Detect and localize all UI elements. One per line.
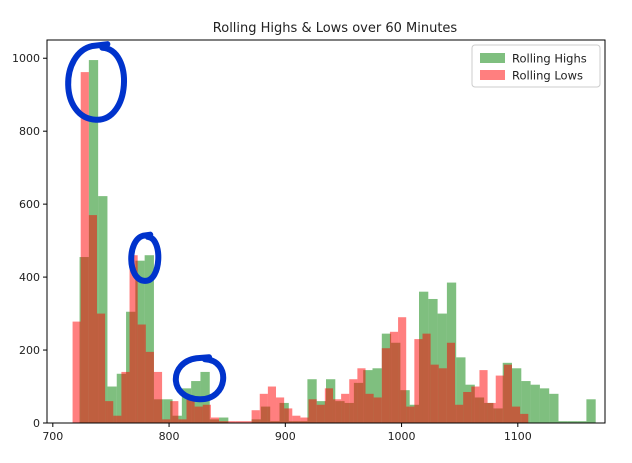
bar-series-2-16 xyxy=(202,404,211,423)
y-tick-label-4: 800 xyxy=(19,125,40,138)
bar-series-2-38 xyxy=(381,348,390,423)
bars-layer xyxy=(72,60,596,424)
bar-series-2-49 xyxy=(471,386,480,423)
legend-label-2: Rolling Lows xyxy=(512,69,583,83)
bar-series-2-46 xyxy=(446,342,456,423)
plot-frame xyxy=(46,39,606,424)
bar-series-2-1 xyxy=(80,72,89,423)
bar-series-1-48 xyxy=(549,393,559,423)
bar-series-2-29 xyxy=(308,399,317,423)
x-tick-label-3: 1000 xyxy=(388,430,416,443)
bar-series-2-27 xyxy=(292,415,301,423)
bar-series-2-39 xyxy=(389,331,399,423)
bar-series-1-52 xyxy=(586,399,596,423)
x-tick-label-0: 700 xyxy=(42,430,63,443)
bar-series-1-44 xyxy=(512,368,522,423)
bar-series-2-2 xyxy=(88,215,97,423)
bar-series-2-30 xyxy=(316,404,325,423)
bar-series-2-24 xyxy=(267,386,277,423)
x-tick-label-4: 1100 xyxy=(504,430,532,443)
y-tick-label-1: 200 xyxy=(19,344,40,357)
bar-series-2-15 xyxy=(194,406,203,423)
bar-series-2-53 xyxy=(503,364,512,423)
bar-series-1-15 xyxy=(219,417,229,423)
y-tick-label-0: 0 xyxy=(33,417,40,430)
bar-series-2-26 xyxy=(284,408,293,423)
y-tick-label-3: 600 xyxy=(19,198,40,211)
bar-series-2-31 xyxy=(324,388,333,423)
bar-series-2-42 xyxy=(414,339,423,423)
bar-series-2-19 xyxy=(227,421,236,423)
annotation-layer xyxy=(65,41,227,403)
y-tick-label-2: 400 xyxy=(19,271,40,284)
bar-series-2-0 xyxy=(72,321,81,423)
bar-series-2-52 xyxy=(495,375,504,423)
bar-series-2-6 xyxy=(121,371,130,423)
bar-series-2-50 xyxy=(479,370,488,423)
bar-series-2-43 xyxy=(422,333,431,423)
bar-series-2-28 xyxy=(300,417,309,423)
bar-series-1-45 xyxy=(521,381,531,423)
bar-series-2-17 xyxy=(210,417,220,423)
bar-series-2-18 xyxy=(219,421,228,423)
bar-series-2-11 xyxy=(162,419,171,423)
bar-series-1-47 xyxy=(539,388,550,423)
bar-series-2-25 xyxy=(276,397,285,423)
axes-layer: 700 800 900 1000 1100 0 200 400 600 800 1000 xyxy=(12,39,606,443)
bar-series-2-21 xyxy=(243,421,252,423)
bar-series-1-2 xyxy=(98,196,108,423)
bar-series-1-49 xyxy=(558,421,568,423)
x-tick-label-2: 900 xyxy=(275,430,296,443)
bar-series-2-13 xyxy=(178,419,187,423)
bar-series-2-34 xyxy=(349,379,358,423)
bar-series-2-51 xyxy=(487,402,496,423)
bar-series-1-29 xyxy=(372,368,382,423)
bar-series-2-10 xyxy=(153,371,163,423)
bar-series-2-48 xyxy=(463,391,472,423)
bar-series-2-44 xyxy=(430,364,439,423)
bar-series-2-12 xyxy=(170,401,179,423)
bar-series-2-8 xyxy=(137,324,146,423)
bar-series-2-3 xyxy=(96,313,106,423)
bar-series-2-22 xyxy=(251,410,260,423)
annotation-circle-2 xyxy=(128,231,162,284)
y-tick-label-5: 1000 xyxy=(12,52,40,65)
bar-series-1-51 xyxy=(577,421,587,423)
legend-swatch-2 xyxy=(480,70,505,80)
series-2 xyxy=(72,72,529,423)
bar-series-2-41 xyxy=(406,406,415,423)
bar-series-1-50 xyxy=(567,421,578,423)
bar-series-2-14 xyxy=(186,397,195,423)
bar-series-2-47 xyxy=(455,404,464,423)
bar-series-2-9 xyxy=(145,351,154,423)
legend-swatch-1 xyxy=(480,53,505,63)
bar-series-2-32 xyxy=(332,399,342,423)
bar-series-2-54 xyxy=(512,406,521,423)
bar-series-1-9 xyxy=(163,399,173,423)
bar-series-2-23 xyxy=(259,393,268,423)
legend-label-1: Rolling Highs xyxy=(512,52,587,66)
bar-series-2-4 xyxy=(105,401,114,423)
bar-series-2-7 xyxy=(129,255,138,423)
legend: Rolling Highs Rolling Lows xyxy=(471,44,601,88)
bar-series-2-40 xyxy=(398,317,407,423)
bar-series-2-5 xyxy=(113,415,122,423)
bar-series-2-36 xyxy=(365,393,374,423)
chart-title: Rolling Highs & Lows over 60 Minutes xyxy=(213,21,458,36)
bar-series-1-46 xyxy=(530,384,540,423)
annotation-circle-1 xyxy=(65,41,127,123)
bar-series-2-37 xyxy=(373,397,382,423)
bar-series-2-55 xyxy=(520,413,529,423)
bar-series-1-7 xyxy=(144,255,154,423)
annotation-circle-3 xyxy=(172,354,227,403)
bar-series-2-20 xyxy=(235,421,244,423)
x-tick-label-1: 800 xyxy=(159,430,180,443)
bar-series-2-33 xyxy=(341,393,350,423)
bar-series-2-35 xyxy=(357,368,366,423)
bar-series-1-38 xyxy=(456,357,466,423)
bar-series-2-45 xyxy=(438,368,447,423)
bar-series-1-12 xyxy=(191,381,201,423)
bar-series-1-35 xyxy=(428,298,438,423)
